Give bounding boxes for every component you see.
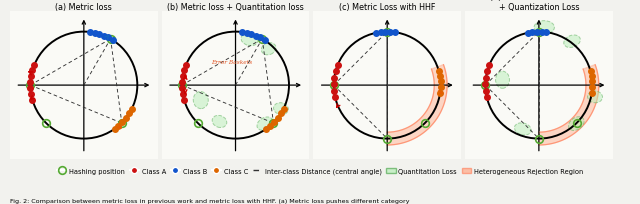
Ellipse shape xyxy=(273,103,289,115)
Title: (d) Metric Loss with HHF
+ Quantization Loss: (d) Metric Loss with HHF + Quantization … xyxy=(490,0,588,12)
Ellipse shape xyxy=(241,34,258,47)
FancyBboxPatch shape xyxy=(160,11,311,161)
Ellipse shape xyxy=(261,43,276,55)
Polygon shape xyxy=(539,65,599,145)
Title: (b) Metric loss + Quantitation loss: (b) Metric loss + Quantitation loss xyxy=(167,3,304,12)
Text: Error Baskets: Error Baskets xyxy=(211,59,252,64)
Polygon shape xyxy=(387,65,447,145)
FancyBboxPatch shape xyxy=(312,11,463,161)
Text: Fig. 2: Comparison between metric loss in previous work and metric loss with HHF: Fig. 2: Comparison between metric loss i… xyxy=(10,198,409,203)
Title: (a) Metric loss: (a) Metric loss xyxy=(56,3,112,12)
Ellipse shape xyxy=(257,117,273,131)
Ellipse shape xyxy=(193,92,208,109)
Ellipse shape xyxy=(564,36,580,48)
Legend: Hashing position, Class A, Class B, Class C, Inter-class Distance (central angle: Hashing position, Class A, Class B, Clas… xyxy=(54,165,586,177)
FancyBboxPatch shape xyxy=(8,11,159,161)
FancyBboxPatch shape xyxy=(463,11,614,161)
Ellipse shape xyxy=(534,22,554,35)
Title: (c) Metric Loss with HHF: (c) Metric Loss with HHF xyxy=(339,3,435,12)
Ellipse shape xyxy=(212,116,227,128)
Ellipse shape xyxy=(495,72,509,89)
Ellipse shape xyxy=(515,123,531,135)
Ellipse shape xyxy=(588,92,602,103)
Ellipse shape xyxy=(568,117,584,131)
